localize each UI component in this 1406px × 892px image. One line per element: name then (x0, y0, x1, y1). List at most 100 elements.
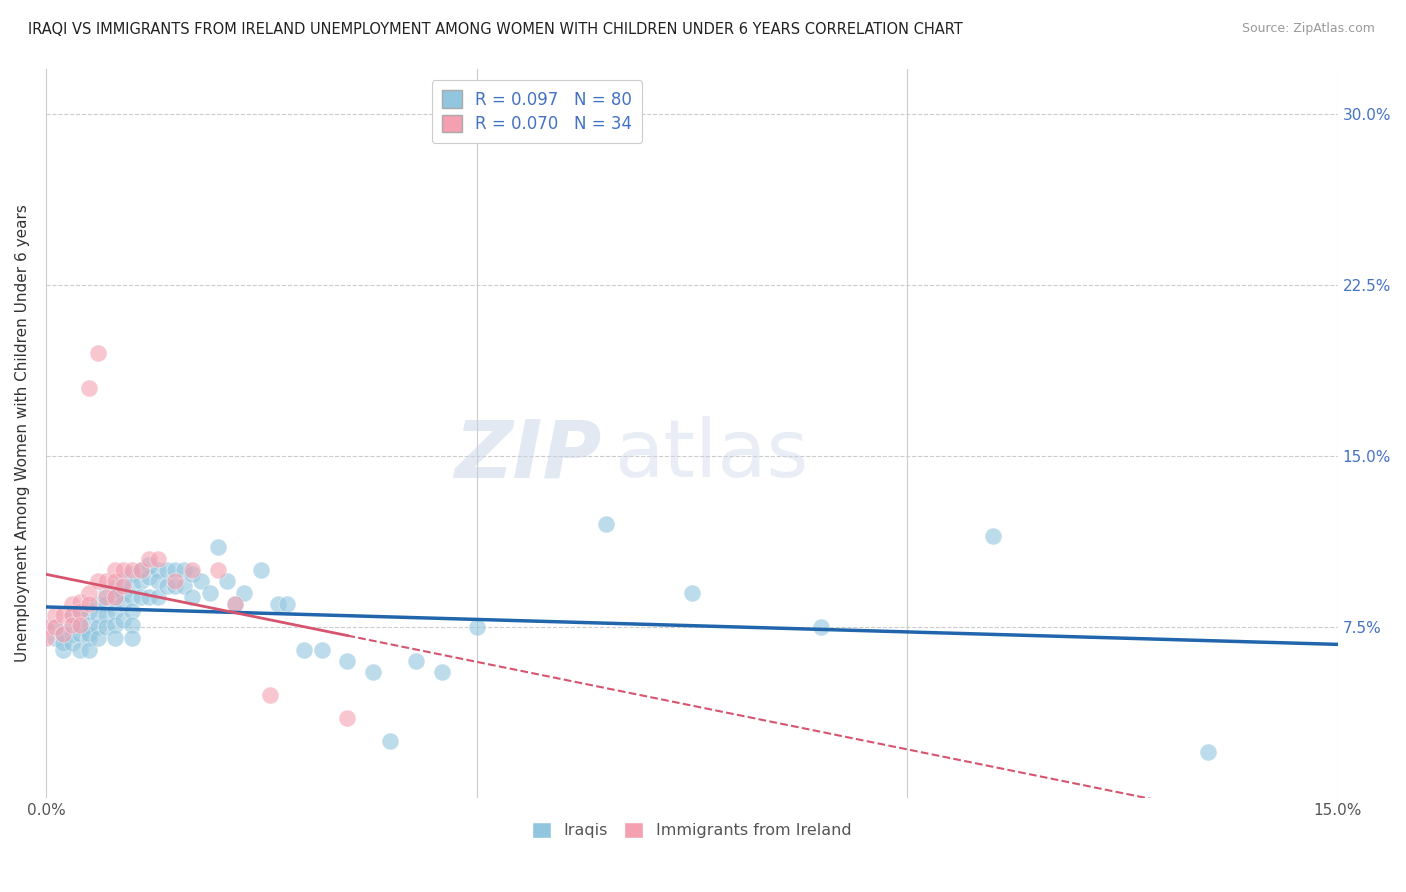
Point (86, 632, 108, 646)
Point (121, 579, 143, 593)
Point (104, 604, 127, 618)
Point (267, 597, 290, 611)
Point (77, 642, 100, 657)
Point (173, 563, 195, 577)
Point (77, 626, 100, 640)
Point (96, 620, 118, 634)
Point (112, 585, 135, 599)
Point (60, 608, 83, 623)
Point (69, 604, 91, 618)
Point (981, 529, 1004, 543)
Point (155, 563, 177, 577)
Point (77, 617, 100, 632)
Point (207, 563, 229, 577)
Point (224, 597, 246, 611)
Point (60, 620, 83, 634)
Point (595, 517, 617, 532)
Point (129, 563, 152, 577)
Point (121, 563, 143, 577)
Point (681, 585, 703, 599)
Point (121, 567, 143, 582)
Point (146, 574, 169, 589)
Point (361, 665, 384, 680)
Point (129, 591, 152, 605)
Point (60, 608, 83, 623)
Point (146, 563, 169, 577)
Point (198, 585, 221, 599)
Text: atlas: atlas (614, 416, 808, 494)
Point (104, 574, 127, 589)
Point (155, 579, 177, 593)
Point (104, 632, 127, 646)
Point (207, 540, 229, 554)
Point (405, 654, 427, 668)
Point (69, 608, 91, 623)
Y-axis label: Unemployment Among Women with Children Under 6 years: Unemployment Among Women with Children U… (15, 204, 30, 662)
Point (138, 591, 160, 605)
Point (138, 570, 160, 584)
Point (104, 581, 127, 595)
Point (224, 597, 246, 611)
Point (104, 563, 127, 577)
Point (52, 636, 75, 650)
Point (77, 597, 100, 611)
Point (336, 711, 359, 725)
Point (181, 563, 204, 577)
Point (146, 591, 169, 605)
Point (96, 574, 118, 589)
Point (430, 665, 453, 680)
Point (69, 617, 91, 632)
Point (96, 597, 118, 611)
Point (96, 585, 118, 599)
Point (165, 579, 187, 593)
Point (121, 632, 143, 646)
Point (311, 642, 333, 657)
Point (104, 591, 127, 605)
Point (86, 597, 108, 611)
Point (69, 642, 91, 657)
Point (233, 585, 256, 599)
Point (112, 579, 135, 593)
Point (380, 734, 402, 748)
Point (181, 567, 204, 582)
Point (60, 597, 83, 611)
Point (250, 563, 273, 577)
Point (86, 620, 108, 634)
Text: Source: ZipAtlas.com: Source: ZipAtlas.com (1241, 22, 1375, 36)
Point (1198, 745, 1220, 759)
Point (181, 591, 204, 605)
Point (138, 558, 160, 573)
Point (173, 579, 195, 593)
Point (465, 620, 488, 634)
Point (810, 620, 832, 634)
Text: ZIP: ZIP (454, 416, 602, 494)
Point (112, 563, 135, 577)
Point (146, 551, 169, 566)
Point (86, 608, 108, 623)
Point (112, 574, 135, 589)
Point (96, 591, 118, 605)
Point (69, 595, 91, 609)
Point (292, 642, 315, 657)
Point (52, 626, 75, 640)
Point (69, 620, 91, 634)
Point (60, 617, 83, 632)
Point (69, 626, 91, 640)
Point (77, 381, 100, 395)
Point (129, 563, 152, 577)
Point (96, 608, 118, 623)
Point (52, 626, 75, 640)
Point (77, 585, 100, 599)
Point (112, 597, 135, 611)
Point (60, 626, 83, 640)
Point (190, 574, 212, 589)
Point (276, 597, 298, 611)
Point (44, 620, 66, 634)
Point (52, 642, 75, 657)
Point (121, 591, 143, 605)
Point (86, 574, 108, 589)
Point (77, 632, 100, 646)
Point (44, 632, 66, 646)
Point (104, 591, 127, 605)
Point (52, 608, 75, 623)
